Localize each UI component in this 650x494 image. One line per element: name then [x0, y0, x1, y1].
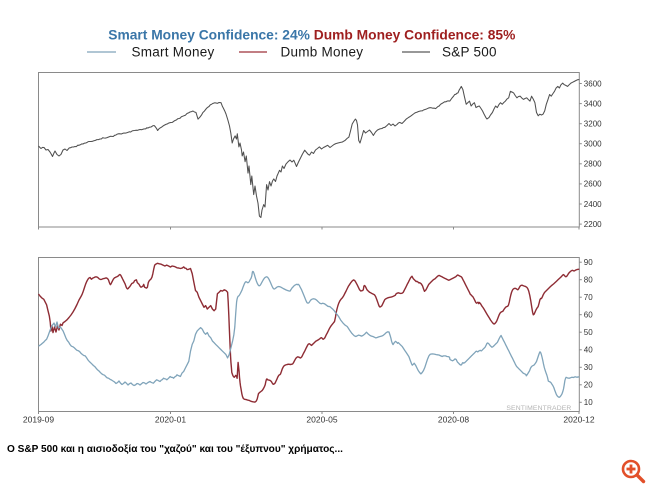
svg-text:10: 10	[584, 398, 593, 407]
svg-text:40: 40	[584, 346, 593, 355]
svg-text:2600: 2600	[584, 180, 602, 189]
svg-text:S&P 500: S&P 500	[442, 45, 497, 60]
svg-text:3400: 3400	[584, 99, 602, 108]
svg-text:2020-01: 2020-01	[155, 415, 186, 425]
svg-text:2020-08: 2020-08	[438, 415, 469, 425]
svg-text:2800: 2800	[584, 160, 602, 169]
svg-text:2020-12: 2020-12	[563, 415, 594, 425]
svg-text:50: 50	[584, 328, 593, 337]
svg-text:Ο S&P 500 και η αισιοδοξία του: Ο S&P 500 και η αισιοδοξία του "χαζού" κ…	[7, 444, 343, 455]
svg-text:2400: 2400	[584, 200, 602, 209]
svg-text:70: 70	[584, 293, 593, 302]
svg-text:3200: 3200	[584, 120, 602, 129]
svg-text:90: 90	[584, 258, 593, 267]
svg-text:Dumb Money: Dumb Money	[281, 45, 364, 60]
svg-text:2200: 2200	[584, 220, 602, 229]
svg-text:60: 60	[584, 311, 593, 320]
svg-text:3600: 3600	[584, 79, 602, 88]
svg-text:3000: 3000	[584, 140, 602, 149]
svg-text:Smart Money: Smart Money	[132, 45, 215, 60]
svg-text:30: 30	[584, 363, 593, 372]
svg-text:20: 20	[584, 381, 593, 390]
svg-text:SENTIMENTRADER: SENTIMENTRADER	[506, 405, 571, 412]
svg-text:80: 80	[584, 276, 593, 285]
svg-text:2020-05: 2020-05	[306, 415, 337, 425]
svg-text:2019-09: 2019-09	[23, 415, 54, 425]
svg-text:Smart Money Confidence: 24% Du: Smart Money Confidence: 24% Dumb Money C…	[108, 28, 515, 43]
